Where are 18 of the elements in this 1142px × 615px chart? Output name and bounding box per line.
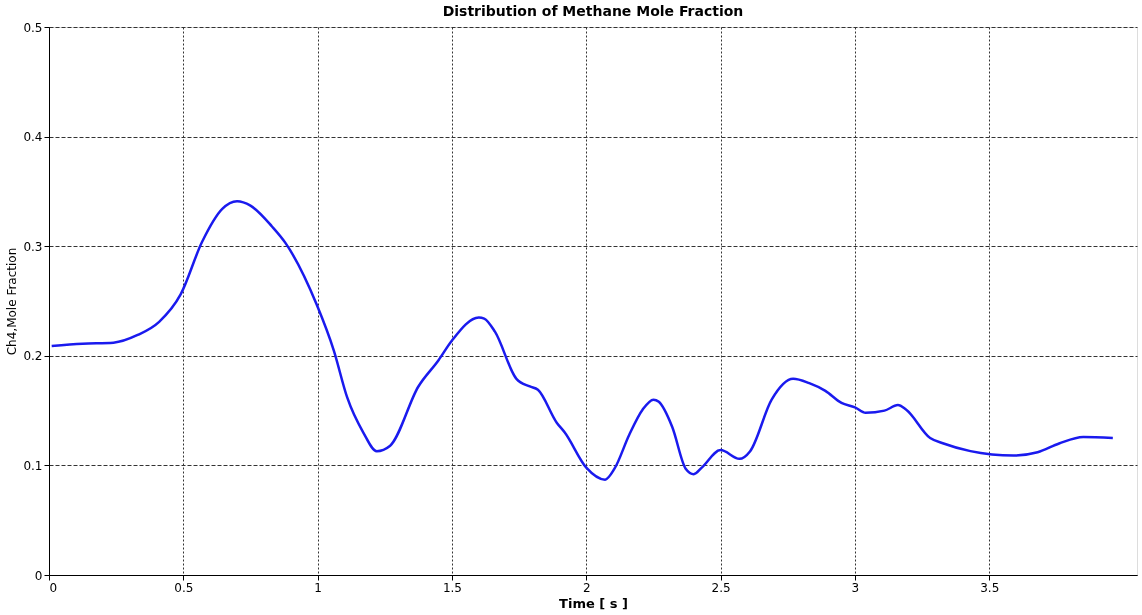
y-tick-label: 0.4 xyxy=(23,130,43,145)
x-tick-label: 1.5 xyxy=(442,580,463,595)
x-tick-label: 3 xyxy=(851,580,860,595)
y-axis-title: Ch4,Mole Fraction xyxy=(5,247,20,356)
y-tick-label: 0.3 xyxy=(23,239,43,254)
y-tick-label: 0 xyxy=(34,568,43,583)
x-tick-label: 1 xyxy=(314,580,322,595)
x-tick-label: 3.5 xyxy=(980,580,1000,595)
x-axis-title: Time [ s ] xyxy=(559,595,628,611)
x-tick-label: 2 xyxy=(582,580,591,595)
x-tick-label: 2.5 xyxy=(711,580,731,595)
x-tick-label: 0 xyxy=(49,580,58,595)
y-tick-label: 0.5 xyxy=(23,20,43,35)
x-tick-label: 0.5 xyxy=(174,580,194,595)
y-tick-label: 0.1 xyxy=(23,458,43,473)
y-tick-label: 0.2 xyxy=(23,349,43,364)
line-series xyxy=(50,200,1115,481)
chart-title: Distribution of Methane Mole Fraction xyxy=(442,3,744,19)
